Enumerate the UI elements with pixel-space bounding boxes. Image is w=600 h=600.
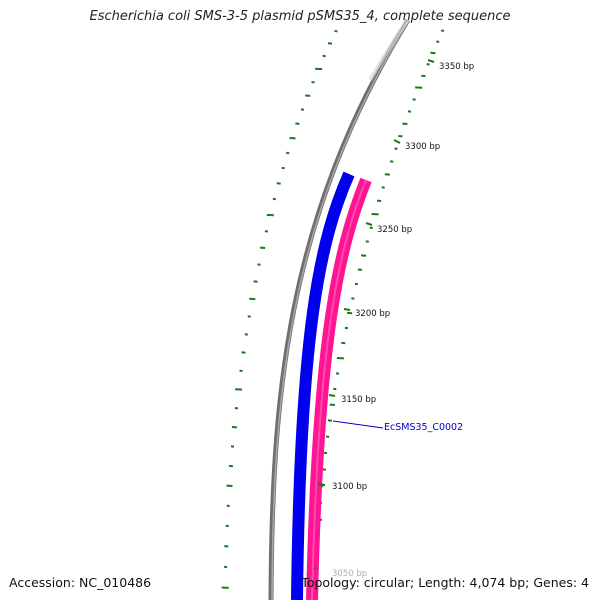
tick-label: 3250 bp: [377, 225, 412, 235]
tick-3350: 3350 bp: [427, 59, 474, 72]
tick-label: 3050 bp: [332, 569, 367, 579]
backbone-fade: [368, 18, 410, 82]
tick-3250: 3250 bp: [365, 222, 412, 235]
tick-label: 3350 bp: [439, 62, 474, 72]
gene-reverse-arc-edge: [311, 179, 367, 600]
gc-skew-outer-track: [221, 30, 338, 589]
topology-info: Topology: circular; Length: 4,074 bp; Ge…: [301, 575, 589, 590]
backbone-ring-highlight: [271, 19, 410, 600]
tick-3050: 3050 bp: [312, 567, 367, 579]
tick-label: 3150 bp: [341, 395, 376, 405]
gene-label-leader: [332, 420, 384, 429]
gene-label: EcSMS35_C0002: [384, 422, 463, 433]
tick-label: 3200 bp: [355, 309, 390, 319]
tick-3300: 3300 bp: [393, 139, 440, 152]
tick-label: 3100 bp: [332, 482, 367, 492]
gene-forward-arc: [291, 171, 355, 600]
backbone-ring: [268, 18, 411, 600]
accession-label: Accession: NC_010486: [9, 575, 152, 590]
tick-3200: 3200 bp: [343, 308, 390, 319]
tick-3150: 3150 bp: [328, 394, 376, 405]
tick-3100: 3100 bp: [317, 482, 367, 492]
tick-label: 3300 bp: [405, 142, 440, 152]
